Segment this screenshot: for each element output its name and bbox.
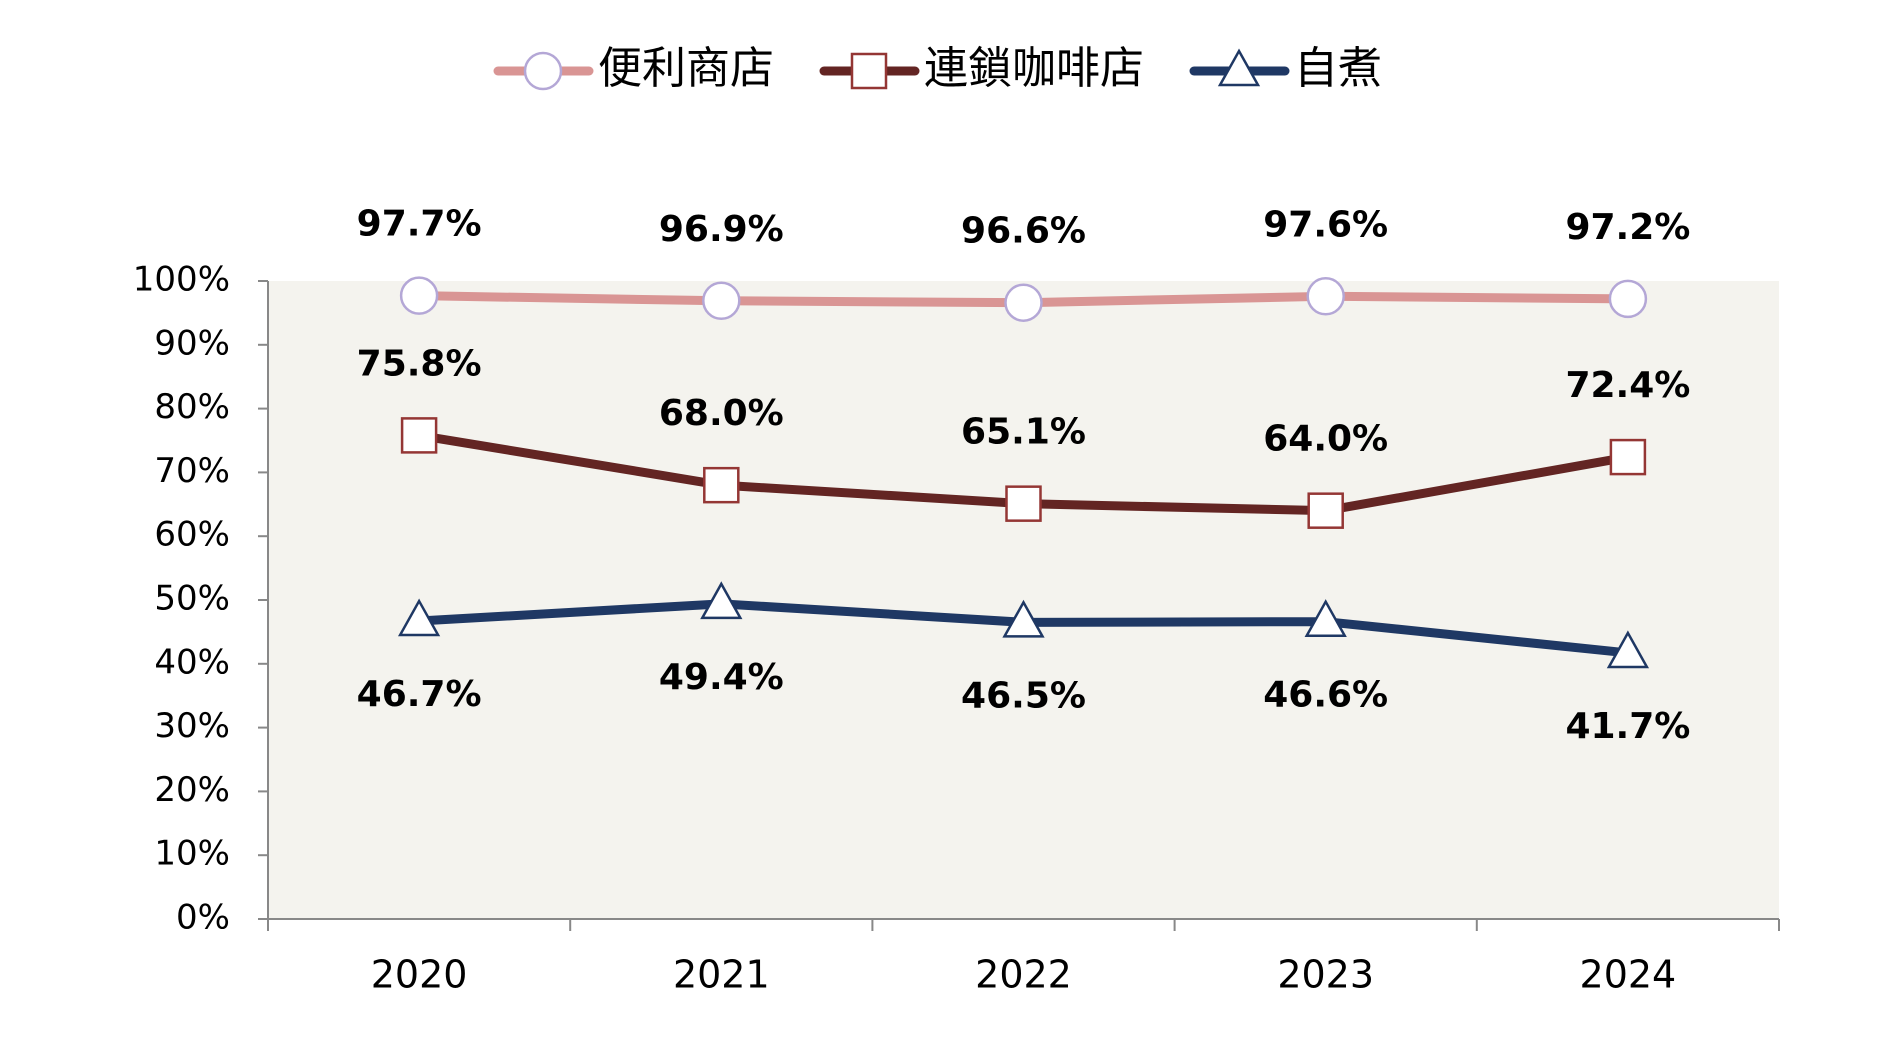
marker bbox=[1217, 48, 1261, 87]
y-tick-label: 80% bbox=[154, 387, 230, 427]
marker bbox=[1606, 630, 1650, 669]
y-tick-label: 0% bbox=[176, 898, 230, 938]
y-tick-label: 20% bbox=[154, 770, 230, 810]
legend-item: 連鎖咖啡店 bbox=[819, 43, 1144, 94]
marker bbox=[702, 281, 741, 321]
data-label: 68.0% bbox=[659, 393, 784, 434]
marker bbox=[1306, 277, 1345, 316]
x-tick-label: 2024 bbox=[1580, 953, 1677, 997]
legend: 便利商店 連鎖咖啡店 自煮 bbox=[493, 43, 1382, 94]
x-tick-label: 2022 bbox=[975, 953, 1072, 997]
data-label: 65.1% bbox=[961, 412, 1086, 453]
marker bbox=[523, 51, 563, 91]
marker bbox=[399, 276, 439, 315]
marker bbox=[1002, 599, 1045, 638]
x-tick-label: 2020 bbox=[371, 953, 468, 997]
marker bbox=[397, 598, 441, 637]
y-tick-label: 10% bbox=[154, 834, 230, 874]
marker bbox=[703, 466, 740, 504]
x-tick-label: 2023 bbox=[1277, 953, 1374, 997]
marker bbox=[1307, 492, 1344, 529]
marker bbox=[700, 581, 743, 620]
y-tick-label: 70% bbox=[154, 451, 230, 491]
data-label: 41.7% bbox=[1565, 706, 1690, 747]
data-label: 46.7% bbox=[357, 674, 482, 715]
y-tick-label: 30% bbox=[154, 706, 230, 746]
y-tick-label: 40% bbox=[154, 642, 230, 682]
data-label: 75.8% bbox=[357, 343, 482, 384]
data-label: 49.4% bbox=[659, 657, 784, 698]
data-label: 46.6% bbox=[1263, 675, 1388, 716]
legend-label: 便利商店 bbox=[598, 43, 774, 94]
data-label: 96.6% bbox=[961, 211, 1086, 252]
data-label: 72.4% bbox=[1565, 365, 1690, 406]
legend-label: 連鎖咖啡店 bbox=[924, 43, 1144, 94]
x-tick-label: 2021 bbox=[673, 953, 770, 997]
data-label: 46.5% bbox=[961, 675, 1086, 716]
legend-item: 自煮 bbox=[1189, 43, 1382, 94]
data-label: 64.0% bbox=[1263, 419, 1388, 460]
marker bbox=[1304, 599, 1347, 637]
y-tick-label: 90% bbox=[154, 323, 230, 363]
data-label: 97.2% bbox=[1565, 207, 1690, 248]
marker bbox=[850, 52, 888, 90]
legend-label: 自煮 bbox=[1294, 43, 1382, 94]
data-label: 97.6% bbox=[1263, 204, 1388, 245]
y-tick-label: 60% bbox=[154, 515, 230, 555]
marker bbox=[1609, 438, 1647, 476]
legend-item: 便利商店 bbox=[493, 43, 774, 94]
data-label: 96.9% bbox=[659, 209, 784, 250]
marker bbox=[400, 417, 438, 454]
marker bbox=[1005, 485, 1042, 522]
marker bbox=[1608, 279, 1648, 319]
data-label: 97.7% bbox=[357, 204, 482, 245]
y-tick-label: 50% bbox=[154, 579, 230, 619]
y-tick-label: 100% bbox=[133, 260, 230, 300]
marker bbox=[1004, 283, 1043, 322]
